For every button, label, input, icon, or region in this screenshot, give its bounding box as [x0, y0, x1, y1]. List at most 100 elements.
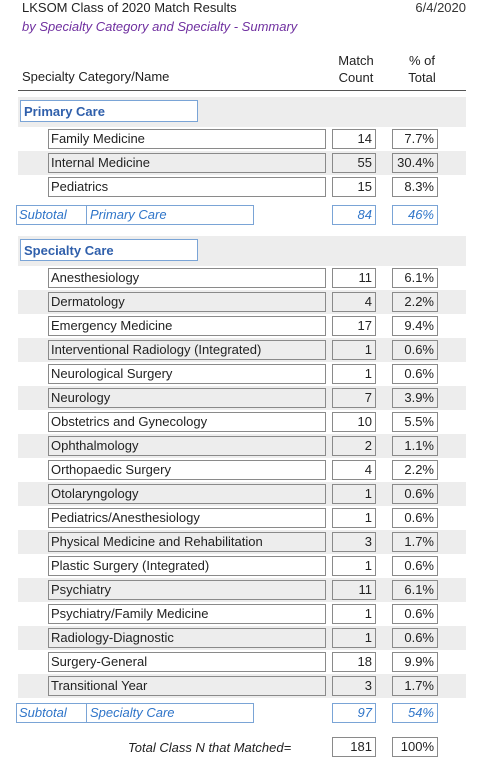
- table-row: Obstetrics and Gynecology 10 5.5%: [0, 410, 488, 434]
- subtotal-category-name: Primary Care: [86, 205, 254, 225]
- subtotal-label: Subtotal: [16, 205, 86, 225]
- specialty-name: Obstetrics and Gynecology: [48, 412, 326, 432]
- percent-of-total: 6.1%: [392, 580, 438, 600]
- subtotal-pct: 46%: [392, 205, 438, 225]
- percent-of-total: 6.1%: [392, 268, 438, 288]
- column-header-count: Match Count: [330, 52, 382, 86]
- percent-of-total: 0.6%: [392, 340, 438, 360]
- specialty-name: Orthopaedic Surgery: [48, 460, 326, 480]
- table-row: Interventional Radiology (Integrated) 1 0.…: [0, 338, 488, 362]
- specialty-name: Psychiatry: [48, 580, 326, 600]
- table-row: Transitional Year 3 1.7%: [0, 674, 488, 698]
- specialty-name: Pediatrics: [48, 177, 326, 197]
- specialty-name: Radiology-Diagnostic: [48, 628, 326, 648]
- percent-of-total: 7.7%: [392, 129, 438, 149]
- percent-of-total: 9.4%: [392, 316, 438, 336]
- match-count: 1: [332, 628, 376, 648]
- subtotal-category-name: Specialty Care: [86, 703, 254, 723]
- percent-of-total: 2.2%: [392, 460, 438, 480]
- specialty-name: Psychiatry/Family Medicine: [48, 604, 326, 624]
- percent-of-total: 1.1%: [392, 436, 438, 456]
- match-count: 1: [332, 484, 376, 504]
- percent-of-total: 3.9%: [392, 388, 438, 408]
- table-row: Family Medicine 14 7.7%: [0, 127, 488, 151]
- specialty-name: Neurological Surgery: [48, 364, 326, 384]
- subtotal-pct: 54%: [392, 703, 438, 723]
- match-count: 7: [332, 388, 376, 408]
- match-count: 1: [332, 556, 376, 576]
- total-label: Total Class N that Matched=: [128, 740, 292, 755]
- table-row: Physical Medicine and Rehabilitation 3 1.7…: [0, 530, 488, 554]
- row-background: [18, 626, 466, 650]
- primary-care-subtotal-row: Subtotal Primary Care 84 46%: [0, 203, 488, 227]
- percent-of-total: 30.4%: [392, 153, 438, 173]
- category-primary-care: Primary Care: [20, 100, 198, 122]
- row-background: [18, 578, 466, 602]
- percent-of-total: 0.6%: [392, 604, 438, 624]
- percent-of-total: 1.7%: [392, 532, 438, 552]
- row-background: [18, 338, 466, 362]
- total-pct: 100%: [392, 737, 438, 757]
- column-header-pct-line1: % of: [408, 53, 435, 68]
- row-background: [18, 434, 466, 458]
- row-background: [18, 151, 466, 175]
- column-header-name: Specialty Category/Name: [22, 69, 170, 84]
- match-count: 55: [332, 153, 376, 173]
- specialty-name: Anesthesiology: [48, 268, 326, 288]
- percent-of-total: 0.6%: [392, 556, 438, 576]
- match-count: 18: [332, 652, 376, 672]
- report-subtitle: by Specialty Category and Specialty - Su…: [22, 19, 298, 34]
- specialty-care-subtotal-row: Subtotal Specialty Care 97 54%: [0, 701, 488, 725]
- table-row: Psychiatry 11 6.1%: [0, 578, 488, 602]
- header-divider: [18, 90, 466, 91]
- percent-of-total: 0.6%: [392, 484, 438, 504]
- report-date: 6/4/2020: [415, 0, 466, 15]
- table-row: Anesthesiology 11 6.1%: [0, 266, 488, 290]
- column-header-count-line2: Count: [338, 70, 374, 85]
- subtotal-label: Subtotal: [16, 703, 86, 723]
- table-row: Orthopaedic Surgery 4 2.2%: [0, 458, 488, 482]
- match-count: 17: [332, 316, 376, 336]
- specialty-name: Interventional Radiology (Integrated): [48, 340, 326, 360]
- specialty-name: Plastic Surgery (Integrated): [48, 556, 326, 576]
- table-row: Pediatrics/Anesthesiology 1 0.6%: [0, 506, 488, 530]
- specialty-name: Internal Medicine: [48, 153, 326, 173]
- match-count: 14: [332, 129, 376, 149]
- row-background: [18, 290, 466, 314]
- table-row: Emergency Medicine 17 9.4%: [0, 314, 488, 338]
- percent-of-total: 8.3%: [392, 177, 438, 197]
- match-count: 3: [332, 532, 376, 552]
- table-row: Otolaryngology 1 0.6%: [0, 482, 488, 506]
- subtotal-count: 84: [332, 205, 376, 225]
- table-row: Surgery-General 18 9.9%: [0, 650, 488, 674]
- specialty-name: Family Medicine: [48, 129, 326, 149]
- percent-of-total: 9.9%: [392, 652, 438, 672]
- row-background: [18, 530, 466, 554]
- column-header-pct-line2: Total: [408, 70, 436, 85]
- match-count: 3: [332, 676, 376, 696]
- row-background: [18, 386, 466, 410]
- match-count: 1: [332, 604, 376, 624]
- specialty-name: Physical Medicine and Rehabilitation: [48, 532, 326, 552]
- specialty-name: Neurology: [48, 388, 326, 408]
- percent-of-total: 0.6%: [392, 364, 438, 384]
- report-title: LKSOM Class of 2020 Match Results: [22, 0, 237, 15]
- match-count: 2: [332, 436, 376, 456]
- table-row: Plastic Surgery (Integrated) 1 0.6%: [0, 554, 488, 578]
- specialty-name: Pediatrics/Anesthesiology: [48, 508, 326, 528]
- table-row: Neurology 7 3.9%: [0, 386, 488, 410]
- match-count: 1: [332, 364, 376, 384]
- match-count: 15: [332, 177, 376, 197]
- table-row: Ophthalmology 2 1.1%: [0, 434, 488, 458]
- column-header-count-line1: Match: [338, 53, 374, 68]
- specialty-name: Otolaryngology: [48, 484, 326, 504]
- match-count: 10: [332, 412, 376, 432]
- percent-of-total: 0.6%: [392, 508, 438, 528]
- row-background: [18, 674, 466, 698]
- match-count: 4: [332, 460, 376, 480]
- specialty-name: Transitional Year: [48, 676, 326, 696]
- table-row: Internal Medicine 55 30.4%: [0, 151, 488, 175]
- column-header-pct: % of Total: [394, 52, 450, 86]
- match-count: 11: [332, 268, 376, 288]
- specialty-name: Surgery-General: [48, 652, 326, 672]
